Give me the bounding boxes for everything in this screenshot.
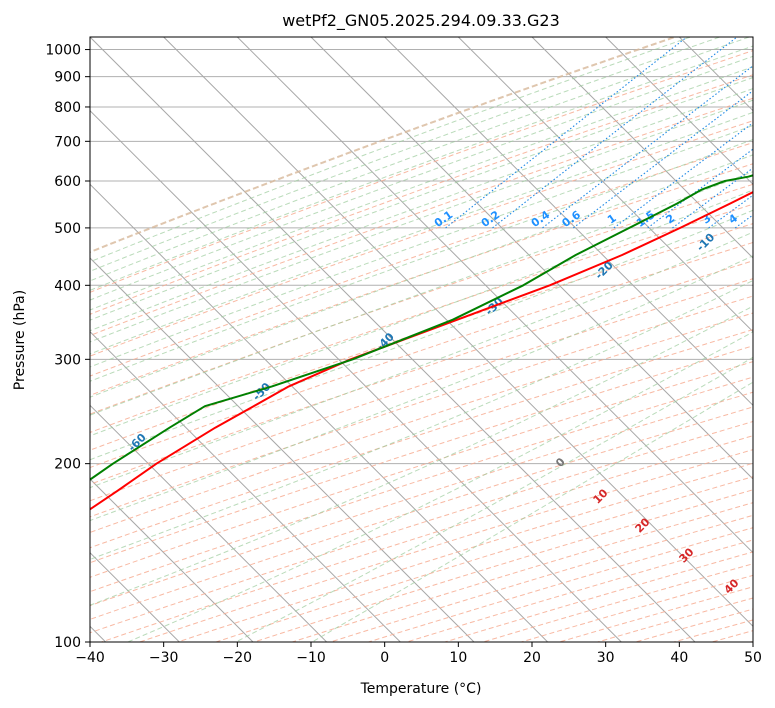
isotherm-line xyxy=(90,183,549,642)
reference-adiabat-line xyxy=(90,37,679,254)
moist-adiabat-line xyxy=(90,66,753,311)
moist-adiabat-line xyxy=(90,209,753,461)
isotherm-line xyxy=(163,37,753,628)
moist-adiabat-line xyxy=(126,331,753,642)
dewpoint-profile-line xyxy=(90,174,753,481)
moist-adiabat-line xyxy=(90,124,753,368)
y-tick-label: 700 xyxy=(54,134,81,150)
moist-adiabat-line xyxy=(90,189,753,437)
x-tick-label: −10 xyxy=(296,650,326,666)
dry-adiabat-line xyxy=(90,163,753,396)
x-tick-label: 40 xyxy=(670,650,688,666)
temperature-profile-line xyxy=(90,190,753,511)
y-tick-label: 100 xyxy=(54,635,81,651)
isotherm-line xyxy=(531,37,753,259)
background-lines-group xyxy=(90,37,753,642)
x-tick-label: −20 xyxy=(223,650,253,666)
isotherm-line xyxy=(605,37,753,186)
moist-adiabat-line xyxy=(90,88,753,332)
y-tick-label: 300 xyxy=(54,352,81,368)
chart-title: wetPf2_GN05.2025.294.09.33.G23 xyxy=(282,11,560,31)
isotherm-line xyxy=(236,37,753,554)
y-tick-label: 400 xyxy=(54,278,81,294)
x-tick-label: −30 xyxy=(149,650,179,666)
moist-adiabat-line xyxy=(90,37,722,272)
plot-frame xyxy=(89,36,754,643)
dry-adiabat-line xyxy=(90,50,753,293)
moist-adiabat-line xyxy=(90,154,753,398)
moist-adiabat-line xyxy=(311,381,753,642)
y-tick-label: 1000 xyxy=(45,43,81,59)
x-tick-label: 50 xyxy=(744,650,762,666)
y-tick-label: 200 xyxy=(54,457,81,473)
y-tick-label: 600 xyxy=(54,174,81,190)
moist-adiabat-line xyxy=(90,37,751,282)
x-tick-label: 30 xyxy=(597,650,615,666)
moist-adiabat-line xyxy=(90,77,753,321)
moist-adiabat-line xyxy=(90,45,753,291)
mixing-ratio-line xyxy=(492,37,738,229)
moist-adiabat-line xyxy=(90,111,753,355)
dry-adiabat-line xyxy=(90,120,753,357)
moist-adiabat-line xyxy=(90,171,753,416)
isotherm-line xyxy=(90,109,622,642)
isotherm-line xyxy=(90,404,328,642)
moist-adiabat-line xyxy=(90,255,753,522)
isotherm-line xyxy=(90,330,401,642)
mixing-ratio-line xyxy=(445,37,688,229)
x-tick-label: 20 xyxy=(523,650,541,666)
moist-adiabat-line xyxy=(90,280,753,560)
y-tick-label: 500 xyxy=(54,221,81,237)
isotherm-line xyxy=(90,37,696,642)
x-axis-label: Temperature (°C) xyxy=(360,681,482,697)
y-axis-label: Pressure (hPa) xyxy=(12,290,28,390)
moist-adiabat-line xyxy=(90,55,753,301)
x-tick-label: 0 xyxy=(380,650,389,666)
dry-adiabat-line xyxy=(90,74,753,315)
x-tick-label: 10 xyxy=(449,650,467,666)
isotherm-line xyxy=(90,257,475,642)
profiles-group xyxy=(90,174,753,511)
y-tick-label: 900 xyxy=(54,70,81,86)
axes-group: −40 −30 −20 −10 0 10 20 30 40 50 100 200 300 400 500 60… xyxy=(45,43,762,666)
x-tick-label: −40 xyxy=(75,650,105,666)
isotherm-line xyxy=(384,37,753,407)
y-tick-label: 800 xyxy=(54,100,81,116)
